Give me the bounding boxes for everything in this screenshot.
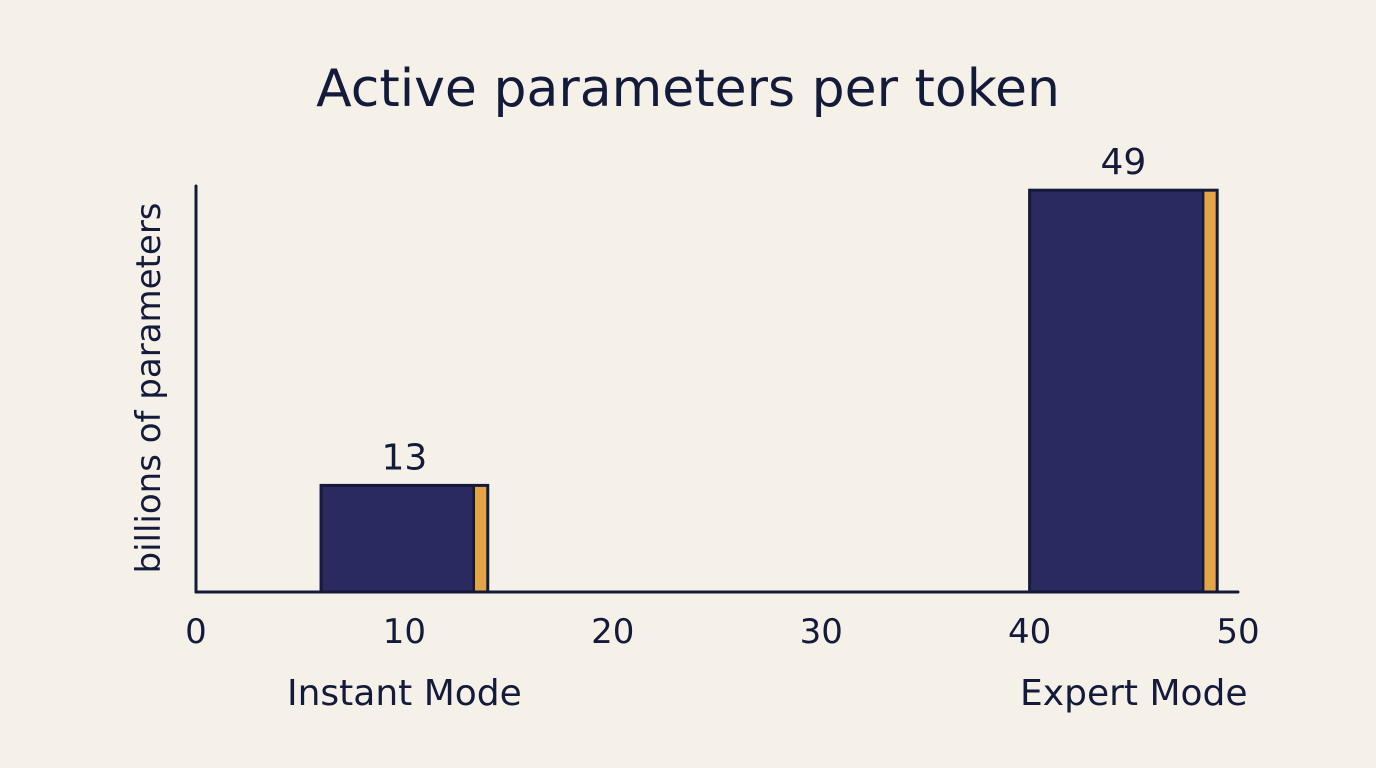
category-labels: Instant Mode Expert Mode	[287, 673, 1248, 714]
x-tick-label: 20	[591, 612, 634, 652]
bar	[319, 483, 490, 594]
x-tick-label: 40	[1008, 612, 1051, 652]
bar-value-label: 13	[381, 437, 427, 478]
x-tick-label: 30	[800, 612, 843, 652]
chart-title: Active parameters per token	[316, 59, 1060, 119]
bar-group: 49	[1028, 142, 1219, 594]
bar	[1028, 188, 1219, 594]
category-label: Expert Mode	[1020, 673, 1248, 714]
bars-layer: 13 49	[319, 142, 1219, 594]
category-label: Instant Mode	[287, 673, 522, 714]
bar-group: 13	[319, 437, 490, 594]
bar-accent-stripe	[473, 486, 487, 592]
bar-accent-stripe	[1203, 191, 1216, 592]
bar-value-label: 49	[1100, 142, 1146, 183]
x-tick-label: 10	[383, 612, 426, 652]
x-tick-labels: 0 10 20 30 40 50	[185, 612, 1259, 652]
x-tick-label: 0	[185, 612, 207, 652]
x-tick-label: 50	[1216, 612, 1259, 652]
y-axis-label: billions of parameters	[129, 202, 169, 573]
